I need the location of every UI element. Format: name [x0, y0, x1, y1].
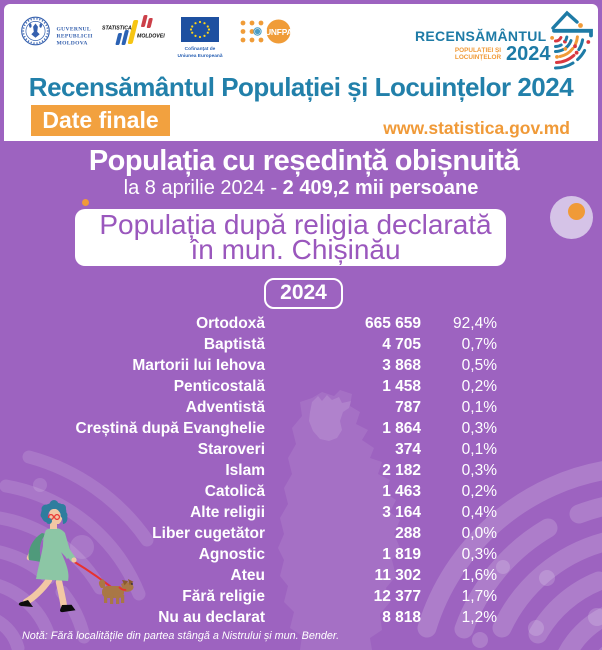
svg-text:LOCUINȚELOR: LOCUINȚELOR — [455, 54, 502, 61]
svg-text:MOLDOVEI: MOLDOVEI — [137, 34, 165, 40]
svg-text:Uniunea Europeană: Uniunea Europeană — [177, 53, 222, 59]
svg-text:Cofinanţat de: Cofinanţat de — [185, 46, 216, 52]
svg-text:GUVERNUL: GUVERNUL — [57, 27, 91, 33]
svg-text:MOLDOVA: MOLDOVA — [57, 41, 88, 47]
svg-text:UNFPA: UNFPA — [265, 27, 292, 37]
svg-text:2024: 2024 — [506, 43, 551, 65]
svg-text:STATISTICA: STATISTICA — [102, 26, 132, 32]
svg-text:POPULAȚIEI ȘI: POPULAȚIEI ȘI — [455, 47, 501, 54]
svg-text:REPUBLICII: REPUBLICII — [57, 34, 93, 40]
svg-text:RECENSĂMÂNTUL: RECENSĂMÂNTUL — [415, 27, 547, 44]
